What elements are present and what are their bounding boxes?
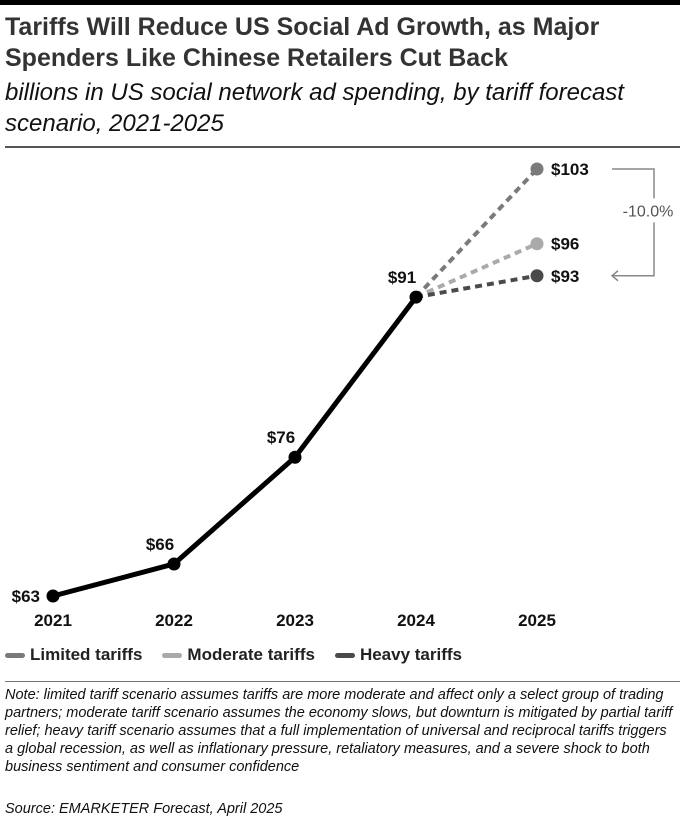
data-label-2023: $76 [267,428,295,447]
data-point-2021 [46,589,60,603]
scenario-line-heavy [415,273,538,300]
x-tick-label-2023: 2023 [276,611,314,630]
footnote: Note: limited tariff scenario assumes ta… [5,687,673,775]
annotation-bg [616,198,678,223]
data-label-2025-moderate: $96 [551,235,579,254]
legend-item-heavy: Heavy tariffs [334,645,462,665]
line-chart: $63 $66 $76 $91 $103 $96 $93 2021 2022 2023 2024 20… [12,160,678,630]
legend-item-limited: Limited tariffs [5,645,142,665]
data-label-2021: $63 [12,587,40,606]
x-tick-label-2025: 2025 [518,611,556,630]
data-point-2022 [167,557,181,571]
chart-subtitle: billions in US social network ad spendin… [5,79,624,137]
legend-swatch-moderate [162,652,183,658]
source-line: Source: EMARKETER Forecast, April 2025 [5,801,283,817]
scenario-line-limited [414,167,539,299]
legend-label-moderate: Moderate tariffs [187,645,315,664]
legend: Limited tariffs Moderate tariffs Heavy t… [5,645,462,665]
data-label-2025-limited: $103 [551,160,589,179]
data-point-2025-heavy [530,269,544,283]
data-point-2023 [288,450,302,464]
annotation-label: -10.0% [623,203,674,220]
data-label-2024: $91 [388,268,416,287]
data-label-2025-heavy: $93 [551,267,579,286]
x-tick-label-2022: 2022 [155,611,193,630]
scenario-line-moderate [415,241,538,299]
data-point-2025-limited [530,162,544,176]
legend-label-limited: Limited tariffs [30,645,143,664]
legend-item-moderate: Moderate tariffs [162,645,315,665]
actual-line [52,295,418,599]
note-divider [5,681,680,682]
top-rule [0,0,680,5]
legend-swatch-limited [5,652,25,658]
legend-label-heavy: Heavy tariffs [359,645,462,664]
title-divider [5,146,680,148]
x-tick-label-2024: 2024 [397,611,435,630]
chart-title: Tariffs Will Reduce US Social Ad Growth,… [5,13,600,72]
bracket-arrowhead-icon [610,270,619,282]
x-tick-label-2021: 2021 [34,611,72,630]
data-point-2024 [409,290,423,304]
data-point-2025-moderate [530,237,544,251]
legend-swatch-heavy [334,652,355,658]
data-label-2022: $66 [146,535,174,554]
